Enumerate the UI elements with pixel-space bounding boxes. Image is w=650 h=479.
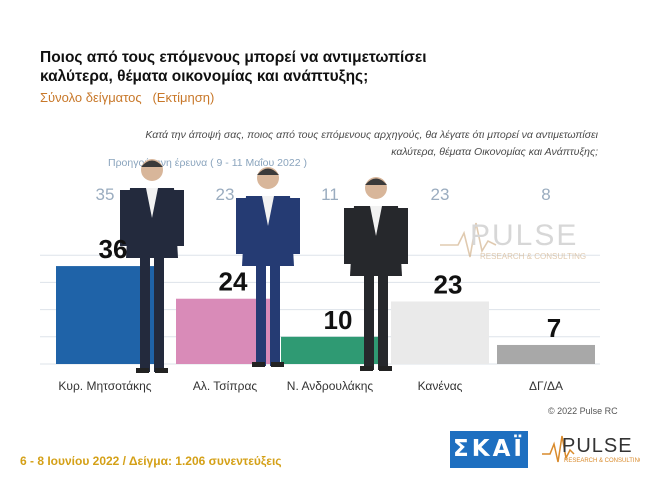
arm (120, 190, 130, 246)
bar (281, 336, 379, 364)
copyright: © 2022 Pulse RC (548, 406, 618, 416)
survey-question: Κατά την άποψή σας, ποιος από τους επόμε… (145, 129, 598, 158)
leg (140, 254, 150, 372)
shirt (262, 196, 274, 226)
leader-photo-tsipras (236, 167, 300, 367)
shoe (379, 366, 392, 371)
shoe (155, 368, 168, 373)
chart-labels: 36 35 Κυρ. Μητσοτάκης 24 23 Αλ. Τσίπρας 10 11 Ν.… (58, 185, 563, 393)
value-label: 23 (434, 269, 463, 299)
bar (497, 344, 595, 364)
pulse-logo-tagline: RESEARCH & CONSULTING (564, 458, 640, 464)
category-label: Ν. Ανδρουλάκης (287, 379, 374, 393)
jacket (126, 188, 178, 258)
pulse-watermark-text: PULSE (470, 219, 578, 252)
previous-value-label: 8 (541, 185, 550, 204)
shirt (146, 188, 158, 218)
leg (378, 272, 388, 370)
previous-value-label: 35 (96, 185, 115, 204)
arm (290, 198, 300, 254)
pulse-watermark: PULSE RESEARCH & CONSULTING (440, 219, 586, 261)
bar (391, 301, 489, 364)
leg (154, 254, 164, 372)
jacket (242, 196, 294, 266)
leader-photo-mitsotakis (120, 159, 184, 373)
shoe (360, 366, 373, 371)
hair (257, 168, 279, 175)
leader-photo-androulakis (344, 177, 408, 371)
shoe (271, 362, 284, 367)
pulse-logo: PULSE RESEARCH & CONSULTING (542, 435, 640, 464)
value-label: 7 (547, 313, 561, 343)
chart-bars (56, 266, 595, 364)
skai-logo-text: ΣΚΑΪ (453, 436, 525, 462)
leader-photos (120, 159, 408, 373)
arm (236, 198, 246, 254)
pulse-logo-text: PULSE (562, 435, 633, 457)
category-label: Κανένας (418, 379, 463, 393)
bar (56, 266, 154, 364)
chart-title: Ποιος από τους επόμενους μπορεί να αντιμ… (40, 49, 427, 85)
hair (365, 178, 387, 185)
jacket (350, 206, 402, 276)
value-label: 10 (324, 305, 353, 335)
arm (398, 208, 408, 264)
category-label: ΔΓ/ΔΑ (529, 379, 563, 393)
shoe (252, 362, 265, 367)
category-label: Κυρ. Μητσοτάκης (58, 379, 151, 393)
pulse-watermark-tagline: RESEARCH & CONSULTING (480, 252, 586, 261)
shirt (370, 206, 382, 236)
previous-value-label: 23 (431, 185, 450, 204)
previous-value-label: 23 (216, 185, 235, 204)
fieldwork-info: 6 - 8 Ιουνίου 2022 / Δείγμα: 1.206 συνεν… (20, 454, 282, 468)
arm (344, 208, 354, 264)
leg (364, 272, 374, 370)
hair (141, 160, 163, 167)
shoe (136, 368, 149, 373)
skai-logo: ΣΚΑΪ (450, 431, 528, 468)
arm (174, 190, 184, 246)
leg (256, 262, 266, 366)
value-label: 24 (219, 267, 248, 297)
leg (270, 262, 280, 366)
chart-subtitle: Σύνολο δείγματος (Εκτίμηση) (40, 90, 215, 105)
previous-value-label: 11 (321, 185, 339, 204)
category-label: Αλ. Τσίπρας (193, 379, 258, 393)
value-label: 36 (99, 234, 128, 264)
